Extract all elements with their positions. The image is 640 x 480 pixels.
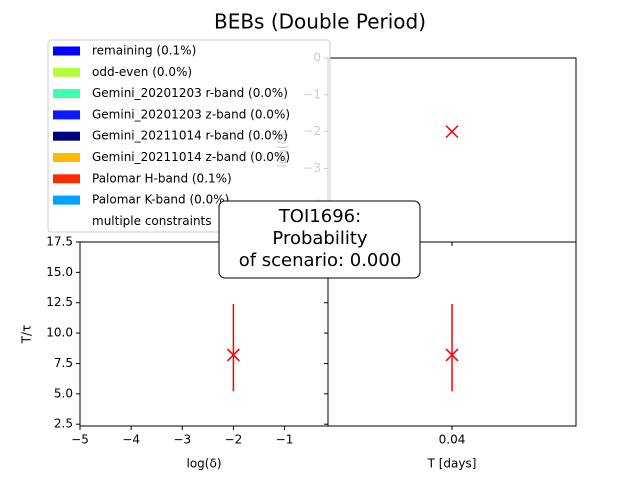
x-tick-label: −1 xyxy=(276,433,294,447)
annotation-line: Probability xyxy=(272,228,367,249)
y-tick-label: 12.5 xyxy=(46,295,73,309)
y-tick-label: 2.5 xyxy=(54,417,73,431)
legend-label: remaining (0.1%) xyxy=(92,44,196,58)
marker xyxy=(226,348,240,362)
x-axis-label: T [days] xyxy=(427,457,477,471)
legend-label: odd-even (0.0%) xyxy=(92,65,192,79)
y-tick-label: 15.0 xyxy=(46,265,73,279)
x-tick-label: −3 xyxy=(173,433,191,447)
legend-swatch xyxy=(53,131,80,141)
legend-label: Gemini_20201203 r-band (0.0%) xyxy=(92,86,288,100)
legend-swatch xyxy=(53,46,80,56)
annotation-line: TOI1696: xyxy=(278,206,361,227)
legend-swatch xyxy=(53,195,80,205)
chart-title: BEBs (Double Period) xyxy=(214,10,426,34)
legend: remaining (0.1%) odd-even (0.0%) Gemini_20… xyxy=(47,39,331,233)
marker xyxy=(445,125,459,139)
annotation-line: of scenario: 0.000 xyxy=(239,250,402,271)
legend-swatch xyxy=(53,110,80,120)
x-tick-label: −5 xyxy=(71,433,89,447)
legend-label: Gemini_20211014 z-band (0.0%) xyxy=(92,150,290,164)
y-tick-label: 10.0 xyxy=(46,326,73,340)
x-tick-label: −2 xyxy=(225,433,243,447)
marker xyxy=(445,348,459,362)
x-tick-label: −4 xyxy=(122,433,140,447)
legend-swatch xyxy=(53,153,80,162)
legend-swatch xyxy=(53,174,80,184)
legend-label: Gemini_20211014 r-band (0.0%) xyxy=(92,129,288,143)
legend-label: Palomar H-band (0.1%) xyxy=(92,171,232,185)
x-tick-label: 0.04 xyxy=(439,433,466,447)
legend-swatch xyxy=(53,216,80,226)
legend-label: multiple constraints xyxy=(92,214,212,228)
y-tick-label: 17.5 xyxy=(46,235,73,249)
legend-swatch xyxy=(53,67,80,77)
legend-frame xyxy=(47,39,331,233)
y-axis-label: T/τ xyxy=(20,325,34,345)
annotation-box xyxy=(218,200,421,279)
y-tick-label: 7.5 xyxy=(54,356,73,370)
y-tick-label: 5.0 xyxy=(54,386,73,400)
legend-label: Palomar K-band (0.0%) xyxy=(92,193,229,207)
x-axis-label: log(δ) xyxy=(187,457,222,471)
legend-label: Gemini_20201203 z-band (0.0%) xyxy=(92,107,290,121)
legend-swatch xyxy=(53,89,80,99)
